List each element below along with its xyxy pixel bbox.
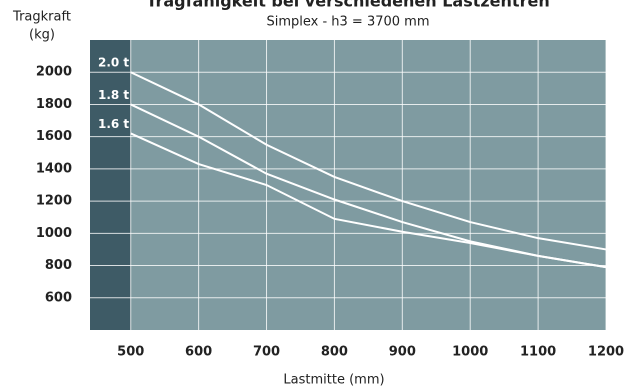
series-label: 1.6 t bbox=[98, 117, 129, 131]
x-tick-label: 700 bbox=[253, 345, 280, 360]
plot-area bbox=[90, 40, 606, 330]
series-label: 1.8 t bbox=[98, 88, 129, 102]
chart-subtitle: Simplex - h3 = 3700 mm bbox=[266, 15, 429, 30]
x-tick-label: 900 bbox=[389, 345, 416, 360]
y-axis-title: (kg) bbox=[29, 28, 55, 43]
x-tick-label: 1200 bbox=[588, 345, 624, 360]
y-tick-label: 1000 bbox=[36, 226, 72, 241]
y-tick-label: 1200 bbox=[36, 194, 72, 209]
y-tick-label: 1400 bbox=[36, 161, 72, 176]
chart-title: Tragfähigkeit bei verschiedenen Lastzent… bbox=[146, 0, 549, 11]
y-tick-label: 600 bbox=[45, 290, 72, 305]
y-tick-label: 800 bbox=[45, 258, 72, 273]
label-band bbox=[90, 40, 131, 330]
x-tick-label: 1000 bbox=[452, 345, 488, 360]
x-tick-label: 800 bbox=[321, 345, 348, 360]
x-tick-label: 600 bbox=[185, 345, 212, 360]
series-label: 2.0 t bbox=[98, 56, 129, 70]
x-tick-label: 500 bbox=[117, 345, 144, 360]
series-line bbox=[130, 132, 607, 269]
y-tick-label: 1600 bbox=[36, 129, 72, 144]
y-tick-label: 1800 bbox=[36, 97, 72, 112]
y-tick-label: 2000 bbox=[36, 65, 72, 80]
x-tick-label: 1100 bbox=[520, 345, 556, 360]
series-line bbox=[130, 71, 607, 251]
y-axis-title: Tragkraft bbox=[12, 10, 71, 25]
x-axis-title: Lastmitte (mm) bbox=[283, 373, 384, 388]
